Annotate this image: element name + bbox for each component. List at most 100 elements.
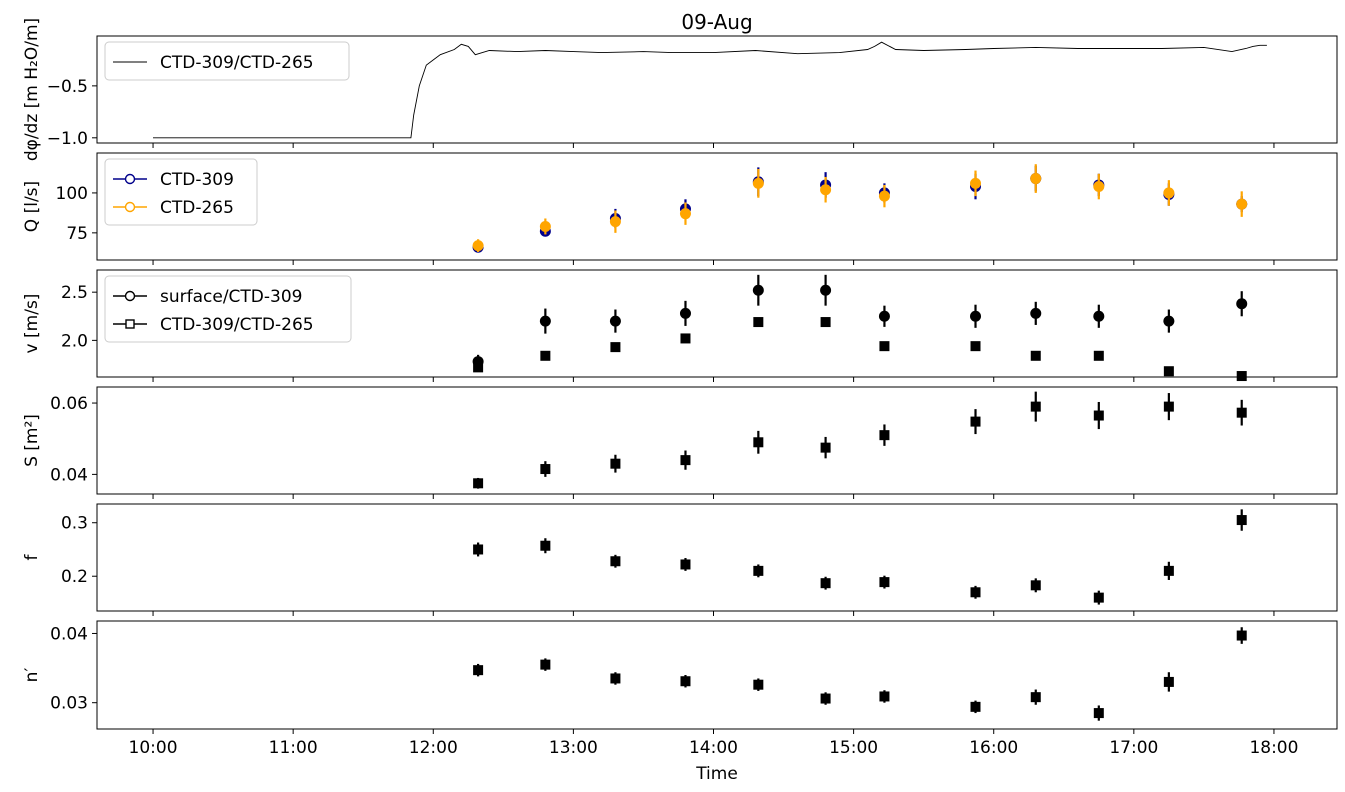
data-point [1030,580,1041,591]
figure-title: 09-Aug [681,10,752,34]
y-axis-label: S [m²] [22,414,42,467]
data-point [680,676,691,687]
data-point [1093,592,1104,603]
data-point [1030,692,1041,703]
data-point [473,478,484,489]
data-point [820,317,831,328]
data-point [1163,401,1174,412]
x-tick-label: 10:00 [129,738,178,758]
legend-label: CTD-309/CTD-265 [160,315,314,335]
data-point [539,315,551,327]
data-point [752,177,764,189]
axes-frame [96,386,1338,495]
x-tick-label: 13:00 [549,738,598,758]
legend: CTD-309/CTD-265 [104,41,350,81]
legend-label: CTD-309 [160,170,234,190]
data-point [680,455,691,466]
y-tick-label: 2.5 [61,283,88,303]
legend-label: CTD-309/CTD-265 [160,53,314,73]
y-tick-label: 0.06 [50,394,88,414]
panel-4: 0.04 0.06 S [m²] [22,386,1338,499]
data-point [473,362,484,373]
data-point [753,679,764,690]
x-axis-label: Time [695,764,738,784]
legend-label: surface/CTD-309 [160,287,302,307]
data-point [1236,371,1247,382]
data-point [753,437,764,448]
data-point [1236,515,1247,526]
x-tick-label: 15:00 [829,738,878,758]
data-point [970,701,981,712]
panel-3: 2.0 2.5 v [m/s] surface/CTD-309 CTD-309/CTD-… [22,269,1338,382]
y-axis-label: dφ/dz [m H₂O/m] [22,18,42,161]
data-point [879,341,890,352]
legend-marker [125,319,135,329]
data-point [540,659,551,670]
data-point [610,458,621,469]
x-tick-label: 12:00 [409,738,458,758]
data-point [820,442,831,453]
data-point [970,341,981,352]
data-point [1163,315,1175,327]
data-point [970,177,982,189]
x-tick-label: 14:00 [689,738,738,758]
legend-marker [124,201,136,213]
series-line [153,41,1267,139]
data-point [473,665,484,676]
data-point [1093,410,1104,421]
y-axis-label: v [m/s] [22,294,42,354]
data-point [1093,310,1105,322]
data-point [1163,187,1175,199]
data-point [970,416,981,427]
data-point [610,556,621,567]
data-point [1030,350,1041,361]
y-tick-label: 0.2 [61,567,88,587]
x-tick-label: 17:00 [1109,738,1158,758]
data-point [680,559,691,570]
data-point [540,464,551,475]
data-point [753,317,764,328]
data-point [679,307,691,319]
x-tick-label: 18:00 [1249,738,1298,758]
data-point [610,673,621,684]
data-point [878,310,890,322]
data-point [1030,307,1042,319]
legend-box [104,275,352,343]
data-point [540,540,551,551]
y-axis-label: Q [l/s] [22,181,42,232]
data-point [879,691,890,702]
panel-5: 0.2 0.3 f [22,503,1338,616]
axes-frame [96,35,1338,144]
y-tick-label: 0.04 [50,624,88,644]
legend-label: CTD-265 [160,198,234,218]
y-tick-label: 0.03 [50,694,88,714]
panel-2: 75 100 Q [l/s] CTD-309 CTD-265 [22,152,1338,265]
data-point [752,284,764,296]
data-point [879,430,890,441]
axes-frame [96,269,1338,378]
legend-box [104,41,350,81]
data-point [609,315,621,327]
x-tick-label: 16:00 [969,738,1018,758]
axes-frame [96,503,1338,612]
legend: CTD-309 CTD-265 [104,158,258,226]
legend-box [104,158,258,226]
data-point [1236,198,1248,210]
data-point [1093,181,1105,193]
axes-frame [96,152,1338,261]
data-point [539,220,551,232]
panel-6: 0.03 0.04 10:00 11:00 12:00 13:00 14:00 15:00 16… [22,620,1338,758]
data-point [473,544,484,555]
data-point [609,216,621,228]
data-point [1030,173,1042,185]
data-point [1236,630,1247,641]
axes-frame [96,620,1338,730]
y-axis-label: n′ [22,668,42,683]
data-point [1093,350,1104,361]
data-point [820,578,831,589]
data-point [1163,676,1174,687]
data-point [753,565,764,576]
data-point [878,190,890,202]
data-point [610,342,621,353]
